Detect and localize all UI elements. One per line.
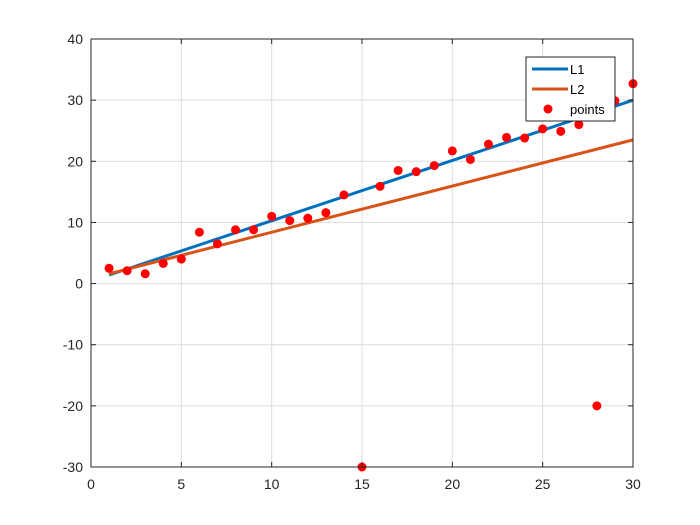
y-tick-label: -20 (63, 398, 83, 414)
data-point (502, 132, 512, 142)
axis-ticks: 0 5 10 15 20 25 30 -30 -20 -10 0 10 20 30 40 (63, 31, 641, 492)
data-point (249, 225, 259, 235)
data-point (447, 146, 457, 156)
data-point (321, 208, 331, 218)
data-point (212, 239, 222, 249)
data-point (429, 161, 439, 171)
data-point (104, 263, 114, 273)
y-tick-label: -10 (63, 337, 83, 353)
data-point (375, 181, 385, 191)
data-point (122, 266, 132, 276)
data-point (411, 167, 421, 177)
x-tick-label: 20 (445, 476, 461, 492)
legend-swatch-points (543, 104, 553, 114)
x-tick-label: 30 (625, 476, 641, 492)
y-tick-label: 0 (75, 276, 83, 292)
legend: L1 L2 points (525, 56, 616, 122)
x-tick-label: 0 (87, 476, 95, 492)
data-point (393, 165, 403, 175)
x-tick-label: 15 (354, 476, 370, 492)
x-tick-label: 10 (264, 476, 280, 492)
data-point (538, 124, 548, 134)
data-point (231, 225, 241, 235)
x-tick-label: 25 (535, 476, 551, 492)
plot-series (104, 79, 638, 472)
y-tick-label: 30 (67, 92, 83, 108)
y-tick-label: 10 (67, 214, 83, 230)
data-point (520, 133, 530, 143)
data-point (483, 139, 493, 149)
data-point (574, 120, 584, 130)
data-point (339, 190, 349, 200)
data-point (194, 227, 204, 237)
data-point (267, 211, 277, 221)
y-tick-label: -30 (63, 459, 83, 475)
y-tick-label: 40 (67, 31, 83, 47)
legend-label-l1: L1 (570, 62, 584, 77)
legend-label-points: points (570, 102, 605, 117)
legend-label-l2: L2 (570, 82, 584, 97)
data-point (303, 213, 313, 223)
y-tick-label: 20 (67, 153, 83, 169)
data-point (465, 154, 475, 164)
data-point (158, 258, 168, 268)
data-point (285, 216, 295, 226)
data-point (556, 126, 566, 136)
data-point (592, 401, 602, 411)
x-tick-label: 5 (177, 476, 185, 492)
data-point (140, 269, 150, 279)
data-point (176, 254, 186, 264)
line-l2 (108, 138, 634, 276)
